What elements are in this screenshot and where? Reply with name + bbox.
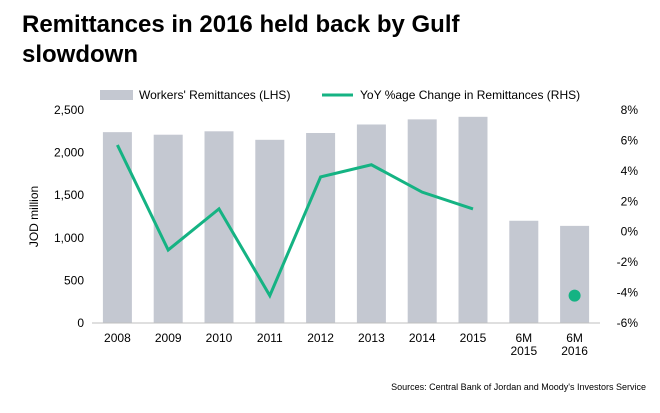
yoy-line bbox=[116, 144, 474, 299]
right-tick-label: 0% bbox=[621, 225, 639, 239]
x-tick-label: 2015 bbox=[460, 331, 487, 345]
bar bbox=[458, 116, 488, 323]
x-tick-label: 2015 bbox=[510, 344, 537, 358]
left-tick-label: 500 bbox=[64, 273, 84, 287]
bar bbox=[102, 132, 132, 323]
bar bbox=[509, 220, 539, 323]
right-tick-label: 8% bbox=[621, 103, 639, 117]
legend-label-line: YoY %age Change in Remittances (RHS) bbox=[360, 88, 580, 102]
right-tick-label: -4% bbox=[617, 286, 639, 300]
chart-title-line2: slowdown bbox=[22, 41, 138, 68]
x-tick-label: 6M bbox=[515, 331, 532, 345]
x-tick-label: 2014 bbox=[409, 331, 436, 345]
bar bbox=[407, 119, 437, 323]
legend-swatch-bar bbox=[100, 90, 133, 100]
source-note: Sources: Central Bank of Jordan and Mood… bbox=[391, 382, 646, 392]
left-tick-label: 1,000 bbox=[54, 231, 84, 245]
right-tick-label: 2% bbox=[621, 194, 639, 208]
bar bbox=[306, 133, 336, 323]
x-tick-label: 2013 bbox=[358, 331, 385, 345]
x-tick-label: 2010 bbox=[206, 331, 233, 345]
x-tick-label: 2008 bbox=[104, 331, 131, 345]
right-tick-label: 4% bbox=[621, 164, 639, 178]
bar bbox=[356, 124, 386, 323]
left-tick-label: 2,500 bbox=[54, 103, 84, 117]
x-tick-label: 6M bbox=[566, 331, 583, 345]
right-tick-label: -2% bbox=[617, 255, 639, 269]
left-tick-label: 1,500 bbox=[54, 188, 84, 202]
right-tick-label: -6% bbox=[617, 316, 639, 330]
bar bbox=[560, 225, 590, 323]
x-tick-label: 2016 bbox=[561, 344, 588, 358]
chart-title: Remittances in 2016 held back by Gulf sl… bbox=[22, 10, 642, 70]
x-tick-label: 2009 bbox=[155, 331, 182, 345]
left-tick-label: 2,000 bbox=[54, 146, 84, 160]
yoy-point bbox=[568, 289, 581, 302]
x-tick-label: 2012 bbox=[307, 331, 334, 345]
left-tick-label: 0 bbox=[77, 316, 84, 330]
chart-title-line1: Remittances in 2016 held back by Gulf bbox=[22, 11, 460, 38]
legend-label-bar: Workers' Remittances (LHS) bbox=[139, 88, 290, 102]
y-axis-title: JOD million bbox=[27, 186, 41, 247]
x-tick-label: 2011 bbox=[257, 331, 283, 345]
right-tick-label: 6% bbox=[621, 133, 639, 147]
